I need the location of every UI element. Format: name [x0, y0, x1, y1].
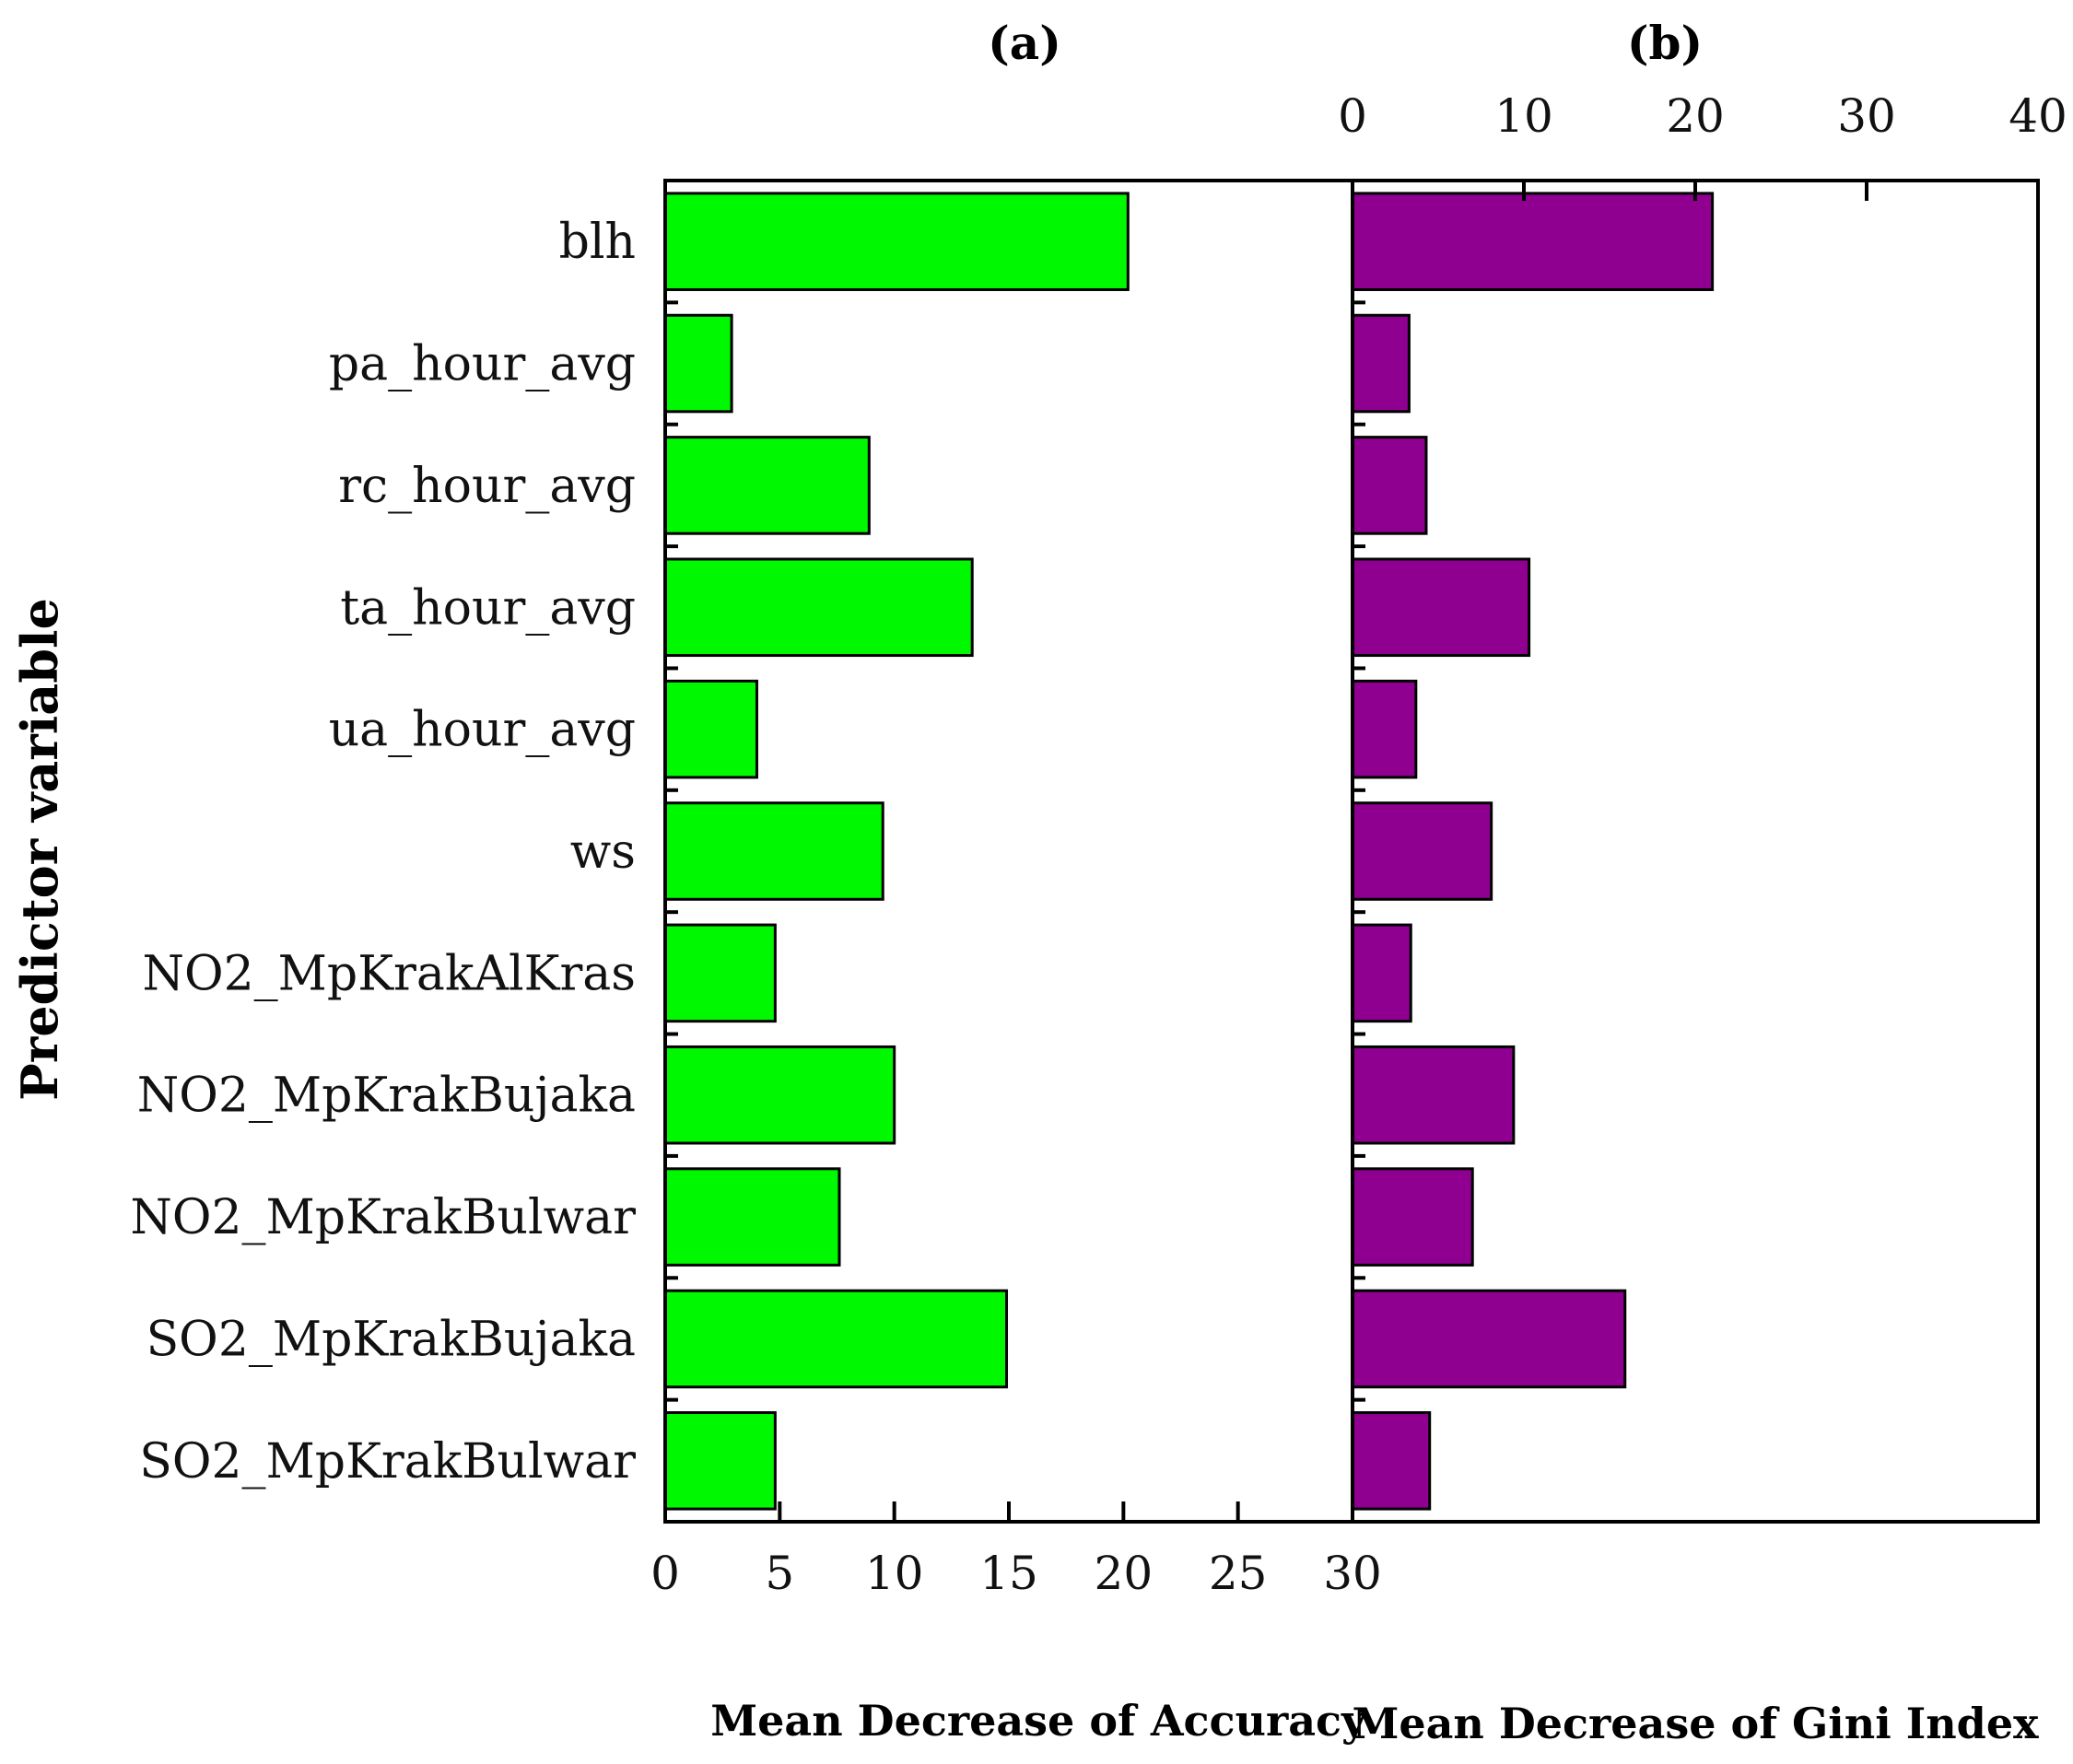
y-axis-title: Predictor variable	[10, 598, 69, 1101]
panel-b-x-tick-label: 40	[2009, 89, 2067, 143]
panel-b-x-axis-title: Mean Decrease of Gini Index	[1352, 1699, 2039, 1748]
panel-b-bar	[1351, 1411, 1432, 1511]
category-label: NO2_MpKrakAlKras	[142, 946, 636, 1001]
panel-b-x-tick-label: 30	[1837, 89, 1896, 143]
panel-a-title: (a)	[988, 16, 1061, 70]
panel-b-title: (b)	[1627, 16, 1703, 70]
panel-b-bar	[1351, 313, 1411, 414]
panel-b-bar	[1351, 557, 1531, 658]
panel-a-x-tick-label: 15	[979, 1547, 1038, 1600]
panel-a-bar	[663, 1289, 1009, 1389]
category-label: rc_hour_avg	[338, 459, 636, 514]
panel-b-bar	[1351, 1167, 1474, 1267]
panel-a-x-tick-label: 20	[1095, 1547, 1154, 1600]
panel-a-bar	[663, 1411, 777, 1511]
labels-layer: blh pa_hour_avg rc_hour_avg ta_hour_avg ua_h…	[130, 89, 2067, 1600]
panel-a-bar	[663, 801, 884, 901]
category-label: pa_hour_avg	[329, 337, 636, 392]
category-label: NO2_MpKrakBujaka	[137, 1069, 636, 1124]
category-label: SO2_MpKrakBujaka	[146, 1312, 636, 1367]
panel-a-bar	[663, 436, 871, 535]
category-label: SO2_MpKrakBulwar	[139, 1434, 636, 1489]
category-label: ws	[570, 824, 636, 880]
panel-a-x-tick-label: 5	[765, 1547, 794, 1600]
panel-b-bar	[1351, 801, 1493, 901]
panel-a-bar	[663, 679, 758, 779]
panel-a-x-tick-label: 30	[1323, 1547, 1382, 1600]
panel-b-x-tick-label: 10	[1494, 89, 1553, 143]
panel-b-bar	[1351, 1045, 1516, 1145]
ticks-layer	[663, 181, 2040, 1522]
panel-b-bar	[1351, 436, 1428, 535]
panel-a-bar	[663, 557, 974, 658]
category-label: NO2_MpKrakBulwar	[130, 1190, 636, 1245]
category-label: blh	[559, 215, 636, 270]
panel-b-bar	[1351, 923, 1412, 1023]
panel-a-bar	[663, 313, 733, 414]
category-label: ta_hour_avg	[340, 580, 636, 636]
panel-a-x-tick-label: 0	[650, 1547, 680, 1600]
bars-layer	[663, 192, 1715, 1511]
panel-a-x-tick-label: 10	[865, 1547, 924, 1600]
panel-b-bar	[1351, 679, 1418, 779]
category-label: ua_hour_avg	[329, 703, 636, 758]
panel-a-bar	[663, 1045, 896, 1145]
panel-b-bar	[1351, 192, 1715, 291]
panel-a-x-axis-title: Mean Decrease of Accuracy	[710, 1696, 1367, 1746]
panel-b-bar	[1351, 1289, 1627, 1389]
panel-a-bar	[663, 192, 1130, 291]
panel-a-bar	[663, 1167, 841, 1267]
panel-b-x-tick-label: 0	[1338, 89, 1367, 143]
panel-a-x-tick-label: 25	[1209, 1547, 1268, 1600]
panel-a-bar	[663, 923, 777, 1023]
panel-b-x-tick-label: 20	[1666, 89, 1725, 143]
